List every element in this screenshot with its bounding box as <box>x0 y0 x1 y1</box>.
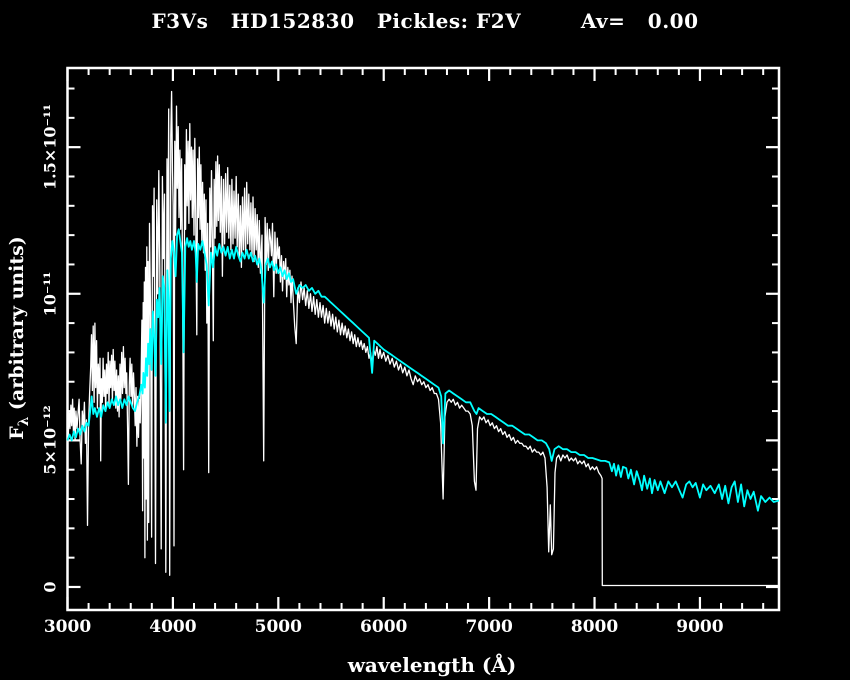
y-axis-label-symbol: F <box>5 426 28 440</box>
x-tick-label: 3000 <box>43 617 92 637</box>
x-tick-label: 5000 <box>254 617 302 637</box>
plot-frame <box>66 66 781 612</box>
y-tick-label: 1.5×10⁻¹¹ <box>40 104 60 191</box>
x-tick-label: 9000 <box>676 617 724 637</box>
plot-title: F3Vs HD152830 Pickles: F2V Av= 0.00 <box>151 9 699 33</box>
y-tick-label: 5×10⁻¹² <box>40 405 60 476</box>
x-tick-label: 7000 <box>465 617 513 637</box>
x-tick-label: 8000 <box>570 617 619 637</box>
y-tick-label: 10⁻¹¹ <box>40 271 60 317</box>
template-spectrum-line <box>66 228 780 512</box>
observed-spectrum-line <box>66 90 779 587</box>
x-axis-label: wavelength (Å) <box>347 653 517 677</box>
y-axis-label-units: (arbitrary units) <box>5 236 28 417</box>
y-axis-label: Fλ (arbitrary units) <box>6 236 32 440</box>
y-axis-label-subscript: λ <box>16 416 33 427</box>
x-tick-label: 4000 <box>149 617 197 637</box>
y-tick-label: 0 <box>40 581 60 593</box>
x-tick-label: 6000 <box>360 617 408 637</box>
